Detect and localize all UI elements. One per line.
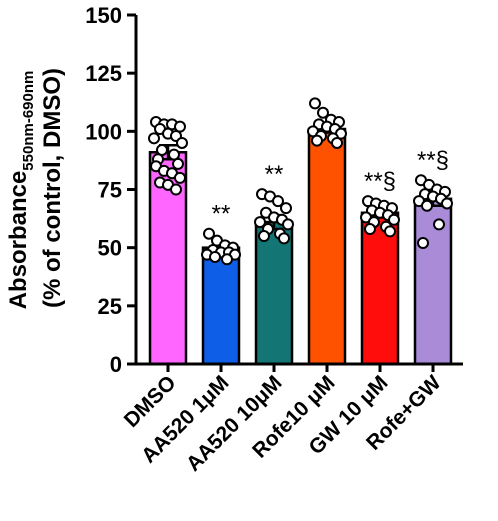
data-point (317, 106, 329, 119)
data-point (331, 136, 343, 149)
y-axis-label-line2: (% of control, DMSO) (39, 68, 66, 308)
data-point (254, 216, 266, 229)
data-point (272, 195, 284, 208)
bar (413, 197, 453, 366)
data-point (278, 232, 290, 245)
data-point (221, 253, 233, 266)
y-axis-label-main: Absorbance (5, 171, 32, 310)
y-tick-label: 50 (98, 236, 122, 261)
bar (201, 246, 241, 366)
data-point (282, 218, 294, 231)
bar (360, 211, 400, 366)
data-point (384, 225, 396, 238)
significance-annotation: ** (212, 201, 231, 228)
data-points-layer (148, 97, 453, 266)
data-point (170, 183, 182, 196)
annotations-layer: ** ** **§ **§ (212, 147, 449, 228)
data-point (209, 250, 221, 263)
data-point (174, 171, 186, 184)
data-point (203, 227, 215, 240)
data-point (433, 218, 445, 231)
data-point (148, 132, 160, 145)
y-axis: 0 25 50 75 100 125 150 (85, 3, 138, 377)
data-point (176, 136, 188, 149)
data-point (311, 134, 323, 147)
y-tick-label: 25 (98, 294, 122, 319)
y-axis-title: Absorbance550nm-690nm (% of control, DMS… (5, 68, 66, 309)
y-tick-label: 150 (85, 3, 122, 28)
y-tick-label: 100 (85, 119, 122, 144)
bar (307, 127, 347, 366)
y-axis-label-subscript: 550nm-690nm (20, 71, 37, 171)
data-point (421, 199, 433, 212)
y-axis-label-line1: Absorbance550nm-690nm (5, 71, 37, 310)
y-tick-label: 75 (98, 178, 122, 203)
data-point (364, 223, 376, 236)
bars-layer (148, 127, 453, 366)
data-point (258, 230, 270, 243)
significance-annotation: **§ (417, 147, 449, 174)
data-point (388, 213, 400, 226)
significance-annotation: ** (265, 161, 284, 188)
data-point (172, 157, 184, 170)
data-point (417, 237, 429, 250)
data-point (309, 97, 321, 110)
y-tick-label: 125 (85, 61, 122, 86)
error-bars-layer (159, 124, 442, 254)
data-point (280, 202, 292, 215)
y-tick-label: 0 (110, 352, 122, 377)
data-point (441, 197, 453, 210)
significance-annotation: **§ (364, 168, 396, 195)
